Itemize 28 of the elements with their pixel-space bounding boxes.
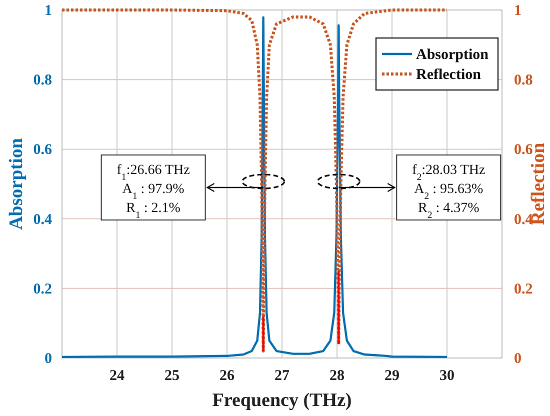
y-tick-label: 0.4 [33,212,52,228]
annotation: f$_{2}$:28.03 THz [412,162,486,182]
x-tick-label: 29 [384,368,400,384]
annotation: f$_{1}$:26.66 THz [116,162,190,182]
y-tick-label: 0.6 [33,142,52,158]
y2-tick-label: 0.6 [514,142,534,158]
x-tick-label: 26 [220,368,235,384]
x-tick-label: 28 [330,368,344,384]
y-axis-title: Absorption [6,138,27,230]
legend-label: Absorption [416,47,490,63]
x-tick-label: 30 [440,368,454,384]
x-tick-label: 25 [164,368,180,384]
y-tick-label: 0.2 [33,281,52,298]
y2-tick-label: 0.2 [514,281,533,298]
y2-tick-label: 1 [514,3,522,19]
y-tick-label: 0 [44,351,52,367]
y-tick-label: 0.8 [33,72,52,89]
y-tick-label: 1 [44,3,52,19]
x-tick-label: 27 [274,368,290,384]
y2-tick-label: 0.8 [514,72,533,89]
x-axis-title: Frequency (THz) [212,390,352,411]
y2-tick-label: 0 [514,351,522,367]
annotation: A$_{1}$ : 97.9% [122,182,185,202]
annotation: R$_{1}$ : 2.1% [126,200,181,220]
annotation: A$_{2}$ : 95.63% [414,182,484,202]
legend-label: Reflection [416,67,482,83]
annotation: R$_{2}$ : 4.37% [418,200,480,220]
x-tick-label: 24 [110,368,125,384]
